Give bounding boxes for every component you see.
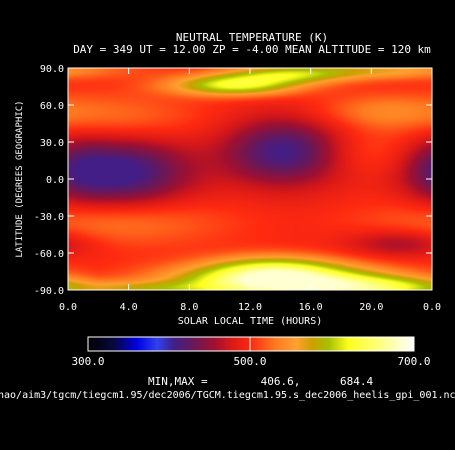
x-tick-label: 8.0 (180, 302, 198, 313)
y-tick-label: -90.0 (34, 286, 64, 297)
colorbar-max-label: 700.0 (397, 355, 430, 368)
y-tick-label: 30.0 (40, 138, 64, 149)
colorbar-mid-label: 500.0 (233, 355, 266, 368)
x-tick-label: 0.0 (423, 302, 441, 313)
x-tick-label: 4.0 (120, 302, 138, 313)
y-tick-label: 60.0 (40, 101, 64, 112)
y-axis: 90.0 60.0 30.0 0.0 -30.0 -60.0 -90.0 (34, 64, 432, 297)
plot-subtitle: DAY = 349 UT = 12.00 ZP = -4.00 MEAN ALT… (73, 43, 431, 56)
x-axis: 0.0 4.0 8.0 12.0 16.0 20.0 0.0 (59, 68, 441, 313)
x-axis-label: SOLAR LOCAL TIME (HOURS) (178, 316, 323, 327)
plot-title: NEUTRAL TEMPERATURE (K) (176, 31, 328, 44)
file-path-text: hao/aim3/tgcm/tiegcm1.95/dec2006/TGCM.ti… (0, 390, 455, 401)
colorbar (87, 336, 415, 352)
y-tick-label: -30.0 (34, 212, 64, 223)
y-tick-label: 0.0 (46, 175, 64, 186)
x-tick-label: 20.0 (359, 302, 383, 313)
y-axis-label: LATITUDE (DEGREES GEOGRAPHIC) (15, 100, 25, 257)
x-tick-label: 0.0 (59, 302, 77, 313)
temperature-heatmap (68, 68, 432, 290)
colorbar-min-label: 300.0 (71, 355, 104, 368)
y-tick-label: 90.0 (40, 64, 64, 75)
min-max-readout: MIN,MAX = 406.6, 684.4 (148, 375, 374, 388)
y-tick-label: -60.0 (34, 249, 64, 260)
x-tick-label: 16.0 (299, 302, 323, 313)
x-tick-label: 12.0 (238, 302, 262, 313)
